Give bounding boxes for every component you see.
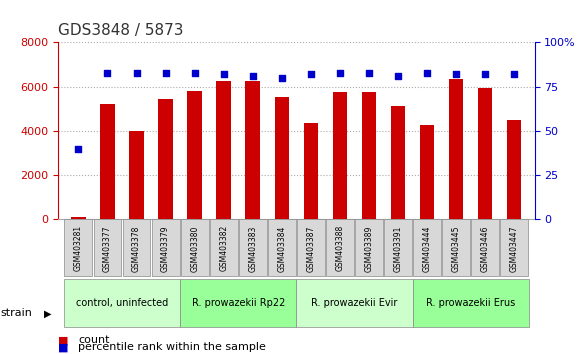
Text: GSM403382: GSM403382 <box>219 225 228 272</box>
Text: R. prowazekii Rp22: R. prowazekii Rp22 <box>192 298 285 308</box>
Bar <box>245 81 260 219</box>
Text: GSM403281: GSM403281 <box>74 225 83 271</box>
FancyBboxPatch shape <box>239 219 267 276</box>
FancyBboxPatch shape <box>442 219 470 276</box>
FancyBboxPatch shape <box>181 219 209 276</box>
Point <box>422 70 432 75</box>
Text: R. prowazekii Erus: R. prowazekii Erus <box>426 298 515 308</box>
Text: ▶: ▶ <box>44 308 51 318</box>
Text: GSM403445: GSM403445 <box>451 225 461 272</box>
Point <box>74 146 83 152</box>
Point <box>451 72 461 77</box>
FancyBboxPatch shape <box>210 219 238 276</box>
Text: GSM403446: GSM403446 <box>480 225 490 272</box>
FancyBboxPatch shape <box>297 219 325 276</box>
FancyBboxPatch shape <box>355 219 383 276</box>
FancyBboxPatch shape <box>123 219 150 276</box>
Point <box>219 72 228 77</box>
Point <box>132 70 141 75</box>
FancyBboxPatch shape <box>180 279 296 326</box>
Text: percentile rank within the sample: percentile rank within the sample <box>78 342 266 352</box>
Bar <box>158 99 173 219</box>
Text: GSM403379: GSM403379 <box>161 225 170 272</box>
Bar <box>391 105 406 219</box>
Point <box>393 73 403 79</box>
Text: R. prowazekii Evir: R. prowazekii Evir <box>311 298 397 308</box>
FancyBboxPatch shape <box>268 219 296 276</box>
Bar <box>507 120 522 219</box>
Bar <box>478 88 493 219</box>
Text: GSM403383: GSM403383 <box>248 225 257 272</box>
Text: GSM403384: GSM403384 <box>277 225 286 272</box>
Text: GSM403447: GSM403447 <box>510 225 519 272</box>
FancyBboxPatch shape <box>152 219 180 276</box>
Point <box>480 72 490 77</box>
Text: GDS3848 / 5873: GDS3848 / 5873 <box>58 23 184 38</box>
Bar <box>449 79 464 219</box>
Text: GSM403387: GSM403387 <box>306 225 315 272</box>
Point <box>248 73 257 79</box>
Text: GSM403377: GSM403377 <box>103 225 112 272</box>
FancyBboxPatch shape <box>64 219 92 276</box>
FancyBboxPatch shape <box>384 219 412 276</box>
Bar <box>100 104 115 219</box>
Text: GSM403391: GSM403391 <box>393 225 403 272</box>
Point <box>364 70 374 75</box>
Point <box>277 75 286 81</box>
Text: strain: strain <box>0 308 32 318</box>
Text: ■: ■ <box>58 335 69 345</box>
FancyBboxPatch shape <box>500 219 528 276</box>
Text: GSM403378: GSM403378 <box>132 225 141 272</box>
Point <box>335 70 345 75</box>
Text: GSM403380: GSM403380 <box>190 225 199 272</box>
FancyBboxPatch shape <box>413 279 529 326</box>
FancyBboxPatch shape <box>64 279 180 326</box>
Bar <box>187 91 202 219</box>
Text: count: count <box>78 335 110 345</box>
Text: GSM403444: GSM403444 <box>422 225 432 272</box>
Text: ■: ■ <box>58 342 69 352</box>
Bar <box>361 92 376 219</box>
Text: GSM403389: GSM403389 <box>364 225 374 272</box>
Point <box>306 72 315 77</box>
FancyBboxPatch shape <box>94 219 121 276</box>
FancyBboxPatch shape <box>413 219 441 276</box>
Point <box>190 70 199 75</box>
FancyBboxPatch shape <box>471 219 499 276</box>
FancyBboxPatch shape <box>296 279 413 326</box>
FancyBboxPatch shape <box>326 219 354 276</box>
Point <box>161 70 170 75</box>
Bar <box>420 125 435 219</box>
Text: control, uninfected: control, uninfected <box>76 298 168 308</box>
Bar <box>130 131 144 219</box>
Point <box>103 70 112 75</box>
Bar <box>275 97 289 219</box>
Bar <box>217 81 231 219</box>
Bar <box>303 123 318 219</box>
Point <box>510 72 519 77</box>
Bar <box>332 92 347 219</box>
Text: GSM403388: GSM403388 <box>335 225 345 272</box>
Bar <box>71 217 86 219</box>
